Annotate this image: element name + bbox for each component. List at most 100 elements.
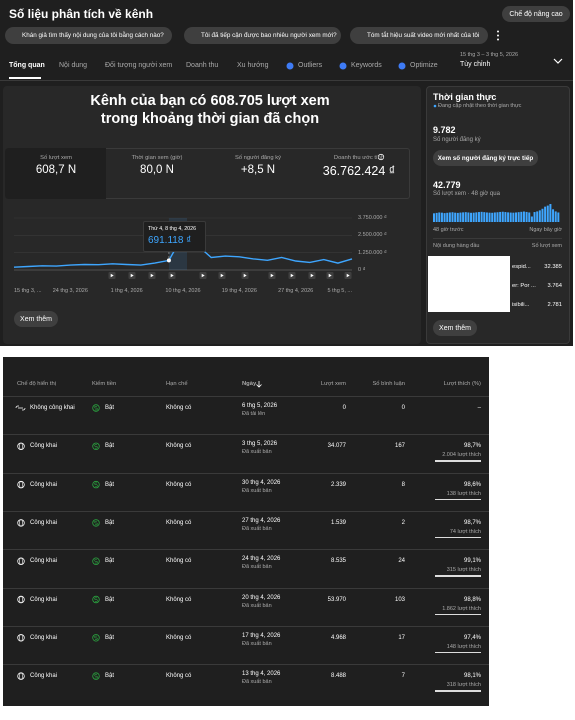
date-status: Đã xuất bản bbox=[242, 640, 272, 647]
see-more-button[interactable]: Xem thêm bbox=[14, 311, 58, 327]
tooltip-value: 691.118 ₫ bbox=[148, 235, 192, 246]
metric-value: 80,0 N bbox=[140, 164, 174, 176]
suggestion-chip[interactable]: Tôi đã tiếp cận được bao nhiêu người xem… bbox=[184, 27, 341, 44]
date: 13 thg 4, 2026 bbox=[242, 671, 281, 678]
top-content-views: 2.781 bbox=[547, 302, 562, 308]
views: 53.970 bbox=[327, 596, 346, 603]
globe-icon bbox=[17, 634, 25, 642]
visibility: Công khai bbox=[30, 558, 58, 565]
monetization-icon bbox=[94, 444, 98, 449]
column-header[interactable]: Hạn chế bbox=[166, 381, 188, 387]
top-content-title[interactable]: er: Por ... bbox=[512, 283, 536, 289]
comments: 2 bbox=[401, 519, 405, 526]
video-marker-icon bbox=[170, 273, 174, 278]
row-divider bbox=[3, 587, 489, 589]
date-status: Đã xuất bản bbox=[242, 679, 272, 686]
y-tick-label: 3.750.000 ₫ bbox=[358, 215, 387, 221]
see-more-button[interactable]: Xem thêm bbox=[433, 320, 477, 336]
metric-label: Thời gian xem (giờ) bbox=[131, 155, 183, 161]
hourly-bar bbox=[483, 212, 486, 222]
top-content-title[interactable]: espid... bbox=[512, 264, 531, 270]
globe-icon bbox=[17, 480, 25, 489]
date: 20 thg 4, 2026 bbox=[242, 594, 281, 601]
top-views-header: Số lượt xem bbox=[531, 243, 562, 249]
visibility: Công khai bbox=[30, 443, 58, 450]
tab[interactable]: Outliers bbox=[298, 62, 323, 69]
tab[interactable]: Doanh thu bbox=[186, 62, 219, 69]
globe-icon bbox=[19, 595, 23, 604]
date-status: Đã xuất bản bbox=[242, 449, 272, 456]
date-status: Đã xuất bản bbox=[242, 487, 272, 494]
globe-icon bbox=[17, 672, 25, 680]
hourly-bar bbox=[454, 212, 457, 222]
hourly-bar bbox=[438, 212, 441, 222]
suggestion-chip[interactable]: Khán giả tìm thấy nội dung của tôi bằng … bbox=[5, 27, 172, 44]
overview-card bbox=[3, 86, 421, 344]
like-ratio-bar bbox=[435, 575, 481, 577]
restriction: Không có bbox=[166, 405, 192, 411]
hourly-bar bbox=[435, 212, 438, 222]
x-tick-label: 1 thg 4, 2026 bbox=[110, 288, 143, 294]
monetization: Bật bbox=[105, 481, 115, 488]
metric-value: +8,5 N bbox=[240, 164, 276, 176]
likes-percent: – bbox=[477, 405, 481, 411]
like-count: 138 lượt thích bbox=[446, 490, 481, 497]
extension-icon bbox=[286, 62, 294, 70]
tab[interactable]: Optimize bbox=[410, 62, 438, 69]
top-content-views: 32.385 bbox=[544, 264, 562, 270]
column-header[interactable]: Kiếm tiền bbox=[92, 381, 117, 387]
info-icon bbox=[377, 153, 385, 161]
column-header[interactable]: Ngày bbox=[242, 381, 257, 387]
advanced-mode-button[interactable]: Chế độ nâng cao bbox=[502, 6, 570, 22]
hourly-bar bbox=[530, 216, 533, 222]
tab[interactable]: Tổng quan bbox=[9, 62, 45, 69]
top-content-title[interactable]: isibili... bbox=[512, 302, 530, 308]
comments: 103 bbox=[394, 596, 405, 603]
date-range-label[interactable]: Tùy chỉnh bbox=[460, 61, 491, 68]
column-header[interactable]: Lượt xem bbox=[320, 381, 346, 387]
column-header[interactable]: Chế độ hiển thị bbox=[17, 381, 56, 387]
like-ratio-bar bbox=[435, 613, 481, 615]
column-header[interactable]: Số bình luận bbox=[372, 381, 405, 387]
video-marker-icon bbox=[150, 273, 154, 278]
restriction: Không có bbox=[166, 596, 192, 603]
hourly-bar bbox=[541, 208, 544, 222]
hourly-bar bbox=[467, 212, 470, 222]
date: 3 thg 5, 2026 bbox=[242, 441, 278, 448]
monetization-icon bbox=[94, 635, 98, 640]
suggestion-chip[interactable]: Tóm tắt hiệu suất video mới nhất của tôi bbox=[350, 27, 488, 44]
live-count-button[interactable]: Xem số người đăng ký trực tiếp bbox=[433, 150, 538, 166]
views: 8.535 bbox=[330, 558, 346, 565]
row-divider bbox=[3, 549, 489, 550]
restriction: Không có bbox=[166, 558, 192, 565]
date-range: 15 thg 3 – 3 thg 5, 2026 bbox=[460, 52, 519, 58]
globe-icon bbox=[17, 595, 25, 604]
column-header[interactable]: Lượt thích (%) bbox=[443, 381, 481, 387]
comments: 167 bbox=[394, 443, 405, 450]
hourly-bar bbox=[456, 212, 459, 222]
tab[interactable]: Đối tượng người xem bbox=[105, 62, 173, 69]
views: 8.488 bbox=[330, 673, 346, 680]
live-dot bbox=[433, 104, 437, 108]
hourly-bar bbox=[499, 211, 502, 222]
tab[interactable]: Keywords bbox=[351, 62, 382, 69]
views-48h-label: Số lượt xem · 48 giờ qua bbox=[433, 191, 500, 197]
row-divider bbox=[3, 434, 489, 435]
comments: 7 bbox=[401, 673, 405, 680]
video-marker-icon bbox=[243, 273, 247, 278]
comments: 17 bbox=[398, 634, 405, 641]
monetization: Bật bbox=[105, 519, 115, 526]
tab[interactable]: Xu hướng bbox=[237, 62, 269, 69]
globe-icon bbox=[19, 634, 23, 642]
hourly-bar bbox=[470, 212, 473, 222]
date: 17 thg 4, 2026 bbox=[242, 632, 281, 639]
video-marker-icon bbox=[220, 273, 224, 278]
video-marker-icon bbox=[346, 273, 350, 278]
globe-icon bbox=[19, 481, 23, 489]
x-tick-label: 15 thg 3, ... bbox=[14, 288, 42, 294]
tab[interactable]: Nội dung bbox=[59, 62, 88, 69]
content-table-panel bbox=[3, 357, 489, 706]
monetization-icon bbox=[94, 520, 98, 526]
chevron-icon bbox=[553, 58, 563, 64]
hourly-bar bbox=[528, 212, 531, 222]
